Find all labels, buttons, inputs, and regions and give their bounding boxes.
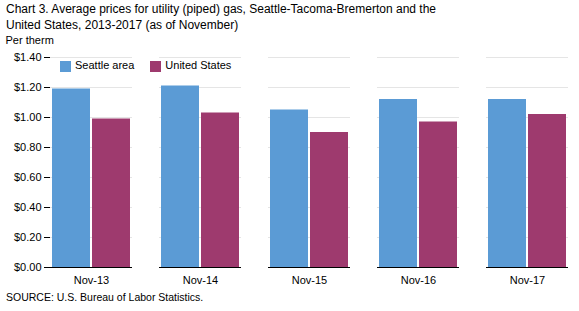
svg-text:$0.80: $0.80 [14,141,42,153]
svg-text:$0.60: $0.60 [14,171,42,183]
html-text:Seattle area: Seattle area [75,59,135,72]
svg-text:Nov-15: Nov-15 [292,274,327,286]
svg-text:$1.20: $1.20 [14,81,42,93]
svg-text:$1.00: $1.00 [14,111,42,123]
svg-text:Nov-13: Nov-13 [74,274,109,286]
svg-text:Nov-17: Nov-17 [510,274,545,286]
svg-text:$0.00: $0.00 [14,261,42,273]
svg-text:$0.40: $0.40 [14,201,42,213]
svg-text:Per therm: Per therm [6,34,54,46]
html-text:United States: United States [165,59,232,72]
svg-text:$0.20: $0.20 [14,231,42,243]
svg-text:$1.40: $1.40 [14,51,42,63]
svg-text:Nov-14: Nov-14 [183,274,218,286]
svg-text:Nov-16: Nov-16 [401,274,436,286]
html-text:Chart 3. Average prices for ut: Chart 3. Average prices for utility (pip… [6,2,436,32]
html-text:SOURCE: U.S. Bureau of Labor S: SOURCE: U.S. Bureau of Labor Statistics. [6,291,204,304]
